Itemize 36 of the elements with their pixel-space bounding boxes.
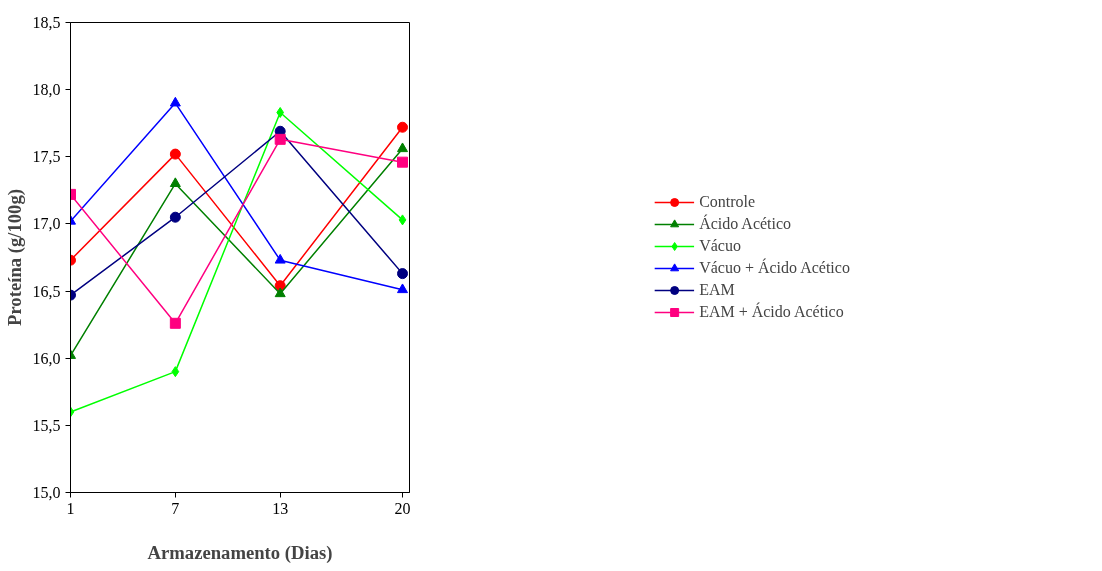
x-tick-label: 7 — [171, 499, 180, 517]
point — [397, 121, 409, 133]
point — [397, 268, 409, 280]
point — [398, 214, 407, 226]
point — [169, 148, 181, 160]
point — [169, 96, 181, 107]
y-tick-label: 17,0 — [32, 215, 61, 233]
legend-label: Vácuo + Ácido Acético — [699, 259, 850, 277]
y-tick-label: 18,5 — [32, 14, 61, 31]
point — [171, 366, 180, 378]
point — [169, 177, 181, 188]
y-tick-label: 16,0 — [32, 349, 61, 367]
x-tick-label: 13 — [272, 499, 289, 517]
x-axis-title: Armazenamento (Dias) — [147, 541, 333, 564]
legend-label: Vácuo — [699, 237, 741, 255]
y-tick-label: 15,5 — [32, 416, 61, 434]
point — [397, 142, 409, 153]
y-axis-title: Proteína (g/100g) — [3, 189, 26, 326]
y-tick-label: 17,5 — [32, 148, 61, 166]
y-tick-label: 18,0 — [32, 81, 61, 99]
legend-label: EAM — [699, 281, 735, 299]
point — [397, 283, 409, 294]
legend-label: EAM + Ácido Acético — [699, 303, 844, 321]
point — [276, 106, 285, 118]
point — [274, 133, 286, 145]
point — [274, 287, 286, 298]
point — [169, 317, 181, 329]
x-tick-label: 20 — [394, 499, 411, 517]
legend-label: Ácido Acético — [699, 215, 792, 233]
point — [397, 156, 409, 168]
point — [169, 211, 181, 223]
point — [274, 253, 286, 264]
x-tick-label: 1 — [66, 499, 75, 517]
y-tick-label: 16,5 — [32, 282, 61, 300]
y-tick-label: 15,0 — [32, 484, 61, 501]
legend-label: Controle — [699, 193, 756, 211]
